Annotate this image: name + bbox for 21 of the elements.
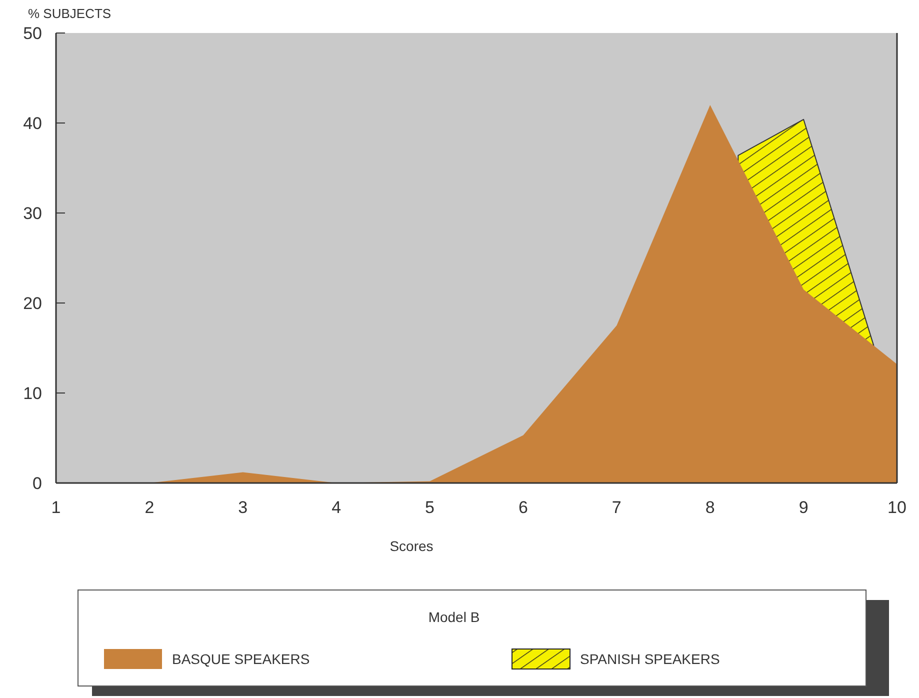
x-tick-label: 1 <box>51 498 61 517</box>
y-tick-label: 20 <box>23 294 42 313</box>
y-tick-label: 30 <box>23 204 42 223</box>
x-tick-label: 10 <box>888 498 906 517</box>
y-axis-title: % SUBJECTS <box>28 6 112 21</box>
legend-label: BASQUE SPEAKERS <box>172 650 310 667</box>
legend-label: SPANISH SPEAKERS <box>580 650 720 667</box>
x-tick-label: 7 <box>612 498 622 517</box>
x-tick-label: 6 <box>518 498 528 517</box>
x-tick-label: 2 <box>144 498 154 517</box>
y-tick-label: 10 <box>23 384 42 403</box>
x-tick-label: 4 <box>332 498 342 517</box>
x-tick-label: 8 <box>705 498 715 517</box>
y-tick-label: 0 <box>32 474 42 493</box>
x-tick-label: 5 <box>425 498 435 517</box>
y-tick-label: 40 <box>23 114 42 133</box>
x-tick-label: 9 <box>798 498 808 517</box>
x-axis-title: Scores <box>390 538 434 554</box>
x-tick-label: 3 <box>238 498 248 517</box>
y-tick-label: 50 <box>23 24 42 43</box>
legend-title: Model B <box>428 609 480 625</box>
